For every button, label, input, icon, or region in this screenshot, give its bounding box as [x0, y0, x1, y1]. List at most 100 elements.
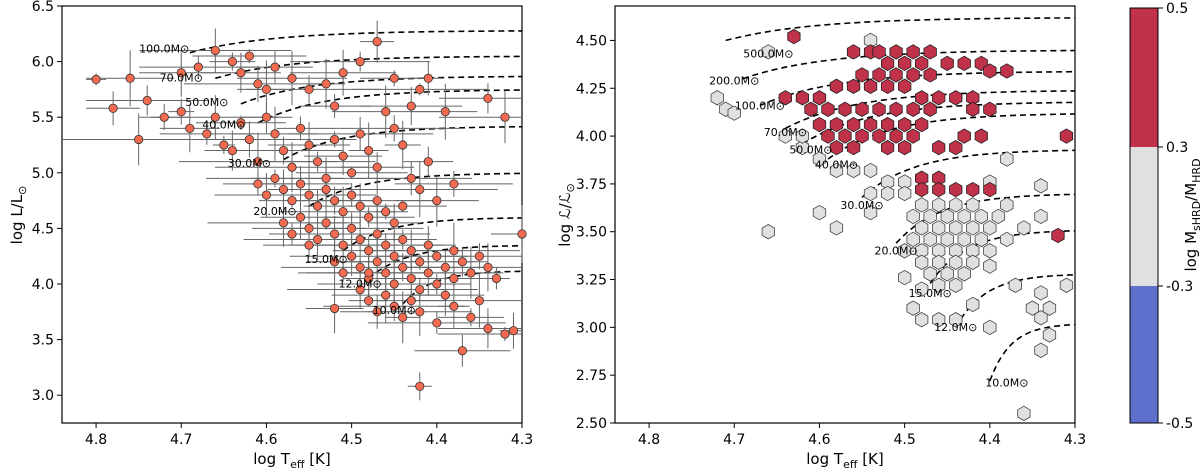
hex-cell-neutral: [915, 312, 929, 328]
hex-cell-high: [778, 90, 792, 106]
data-point: [304, 140, 314, 150]
hex-cell-neutral: [1059, 277, 1074, 293]
hex-cell-neutral: [1025, 300, 1039, 316]
hex-cell-neutral: [898, 269, 912, 286]
right-mass-label: 30.0M⊙: [840, 199, 883, 212]
data-point: [389, 279, 399, 289]
data-point: [415, 307, 425, 317]
hex-cell-neutral: [829, 162, 844, 179]
data-point: [355, 234, 365, 245]
hex-cell-high: [898, 116, 912, 133]
colorbar-tick-label: 0.5: [1166, 1, 1188, 17]
data-point: [440, 290, 450, 300]
hex-cell-neutral: [966, 254, 980, 270]
data-point: [406, 101, 416, 111]
right-mass-label: 50.0M⊙: [789, 143, 832, 156]
data-point: [329, 303, 340, 314]
hex-cell-neutral: [795, 139, 809, 156]
hex-cell-neutral: [1000, 231, 1014, 248]
data-point: [398, 262, 408, 272]
hex-cell-neutral: [949, 312, 963, 328]
hex-cell-high: [855, 101, 869, 117]
hex-cell-neutral: [983, 258, 997, 274]
left-mass-label: 70.0M⊙: [160, 72, 203, 85]
data-point: [304, 223, 314, 233]
right-panel: 500.0M⊙ 200.0M⊙ 100.0M⊙ 70.0M⊙ 50.0M⊙ 40.0M⊙ 3…: [556, 5, 1086, 471]
right-hexbin-cells: [710, 28, 1074, 422]
hex-cell-high: [881, 55, 895, 72]
hex-cell-neutral: [1034, 285, 1048, 301]
hex-cell-neutral: [898, 185, 912, 202]
data-point: [125, 73, 135, 83]
data-point: [449, 246, 459, 256]
data-point: [364, 212, 374, 222]
hex-cell-neutral: [983, 220, 997, 236]
hex-cell-high: [838, 101, 852, 117]
data-point: [278, 218, 289, 228]
data-point: [423, 73, 433, 83]
hex-cell-neutral: [1008, 277, 1022, 293]
data-point: [500, 112, 510, 122]
data-point: [372, 229, 382, 239]
hex-cell-neutral: [1034, 178, 1048, 194]
data-point: [338, 207, 348, 217]
data-point: [355, 284, 365, 295]
hex-cell-neutral: [761, 224, 775, 240]
hex-cell-high: [889, 128, 903, 144]
data-point: [304, 190, 314, 200]
hex-cell-high: [915, 181, 929, 198]
hex-cell-high: [804, 101, 818, 117]
hex-cell-high: [906, 44, 920, 60]
hex-cell-high: [940, 55, 954, 72]
data-point: [227, 56, 237, 67]
hex-cell-neutral: [829, 220, 844, 236]
hex-cell-high: [906, 67, 920, 83]
data-point: [372, 257, 382, 267]
hex-cell-neutral: [983, 319, 997, 336]
hex-cell-high: [829, 116, 844, 133]
data-point: [329, 134, 340, 145]
hex-cell-neutral: [906, 208, 920, 225]
data-point: [372, 162, 382, 172]
data-point: [398, 201, 408, 211]
data-point: [304, 84, 314, 95]
hex-cell-high: [1000, 63, 1014, 79]
data-point: [347, 168, 357, 178]
data-point: [91, 74, 101, 84]
data-point: [355, 201, 365, 211]
data-point: [474, 251, 485, 261]
data-point: [381, 240, 391, 250]
hex-cell-neutral: [932, 312, 946, 328]
data-point: [406, 173, 416, 183]
data-point: [278, 145, 289, 156]
data-point: [389, 218, 399, 228]
hex-cell-neutral: [966, 296, 980, 313]
left-xtick-label: 4.4: [426, 432, 448, 448]
left-ytick-label: 3.5: [32, 333, 54, 349]
data-point: [253, 157, 263, 167]
left-ytick-label: 6.5: [32, 0, 54, 15]
data-point: [295, 179, 306, 189]
data-point: [355, 56, 365, 67]
hex-cell-high: [957, 128, 971, 144]
left-mass-label: 10.0M⊙: [373, 304, 416, 317]
data-point: [440, 107, 450, 117]
left-mass-label: 40.0M⊙: [202, 118, 245, 131]
data-point: [389, 73, 399, 83]
left-xtick-label: 4.7: [170, 432, 192, 448]
data-point: [483, 262, 493, 272]
data-point: [270, 129, 280, 139]
hex-cell-neutral: [923, 231, 937, 248]
data-point: [210, 112, 220, 122]
data-point: [449, 273, 459, 284]
hex-cell-neutral: [1017, 220, 1031, 236]
hex-cell-neutral: [940, 208, 954, 225]
hex-cell-high: [957, 55, 971, 72]
colorbar-label: log MsHRD/MHRD: [1182, 158, 1200, 271]
right-ytick-label: 4.50: [576, 33, 607, 49]
hex-cell-high: [812, 90, 827, 106]
right-ytick-label: 3.50: [576, 225, 607, 241]
hex-cell-neutral: [949, 254, 963, 270]
data-point: [372, 307, 382, 317]
data-point: [219, 140, 229, 150]
